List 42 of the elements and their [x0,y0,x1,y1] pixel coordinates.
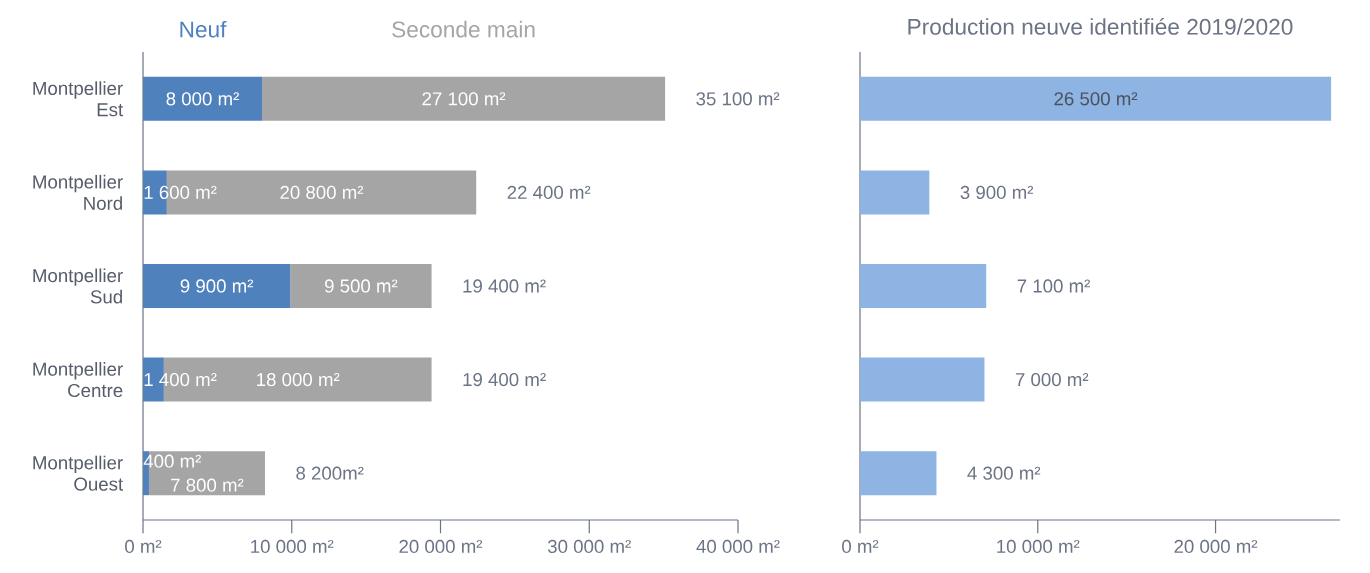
y-tick-label: Montpellier Est [33,81,124,117]
series-label: Seconde main [392,20,535,38]
data-label: 9 900 m² [180,279,254,293]
data-label: 7 100 m² [1017,279,1090,293]
series-label: Neuf [180,20,227,38]
data-label: 27 100 m² [422,92,506,106]
x-tick-label: 0 m² [125,539,162,554]
total-label: 8 200m² [296,466,364,480]
x-tick-label: 10 000 m² [997,539,1080,554]
data-label: 20 800 m² [280,185,364,200]
data-label: 18 000 m² [257,372,340,387]
bar [860,263,987,308]
y-tick-label: Montpellier Ouest [33,455,124,491]
chart-title: Production neuve identifiée 2019/2020 [908,17,1293,35]
x-tick-label: 20 000 m² [1174,539,1258,554]
x-tick-label: 0 m² [842,539,879,554]
y-tick-label: Montpellier Nord [33,174,123,210]
data-label: 4 300 m² [967,466,1041,480]
data-label: 7 000 m² [1015,372,1089,387]
total-label: 22 400 m² [507,185,591,200]
data-label: 3 900 m² [960,185,1034,200]
x-tick-label: 10 000 m² [251,539,334,554]
x-tick-label: 30 000 m² [547,539,631,554]
y-tick-label: Montpellier Sud [33,268,123,304]
bar [143,263,291,308]
total-label: 19 400 m² [463,279,546,293]
bar [860,170,930,215]
total-label: 19 400 m² [463,372,546,387]
bar [860,451,937,496]
data-label: 8 000 m² [166,92,239,106]
total-label: 35 100 m² [696,92,780,106]
bar [860,76,1332,121]
y-tick-label: Montpellier Centre [33,362,123,398]
data-label: 26 500 m² [1054,92,1138,106]
x-tick-label: 20 000 m² [399,539,483,554]
bar [262,76,666,121]
bar [290,263,432,308]
bar [860,357,985,402]
data-label: 7 800 m² [171,478,244,492]
x-tick-label: 40 000 m² [696,539,780,554]
data-label: 9 500 m² [324,279,398,293]
bar [143,76,263,121]
